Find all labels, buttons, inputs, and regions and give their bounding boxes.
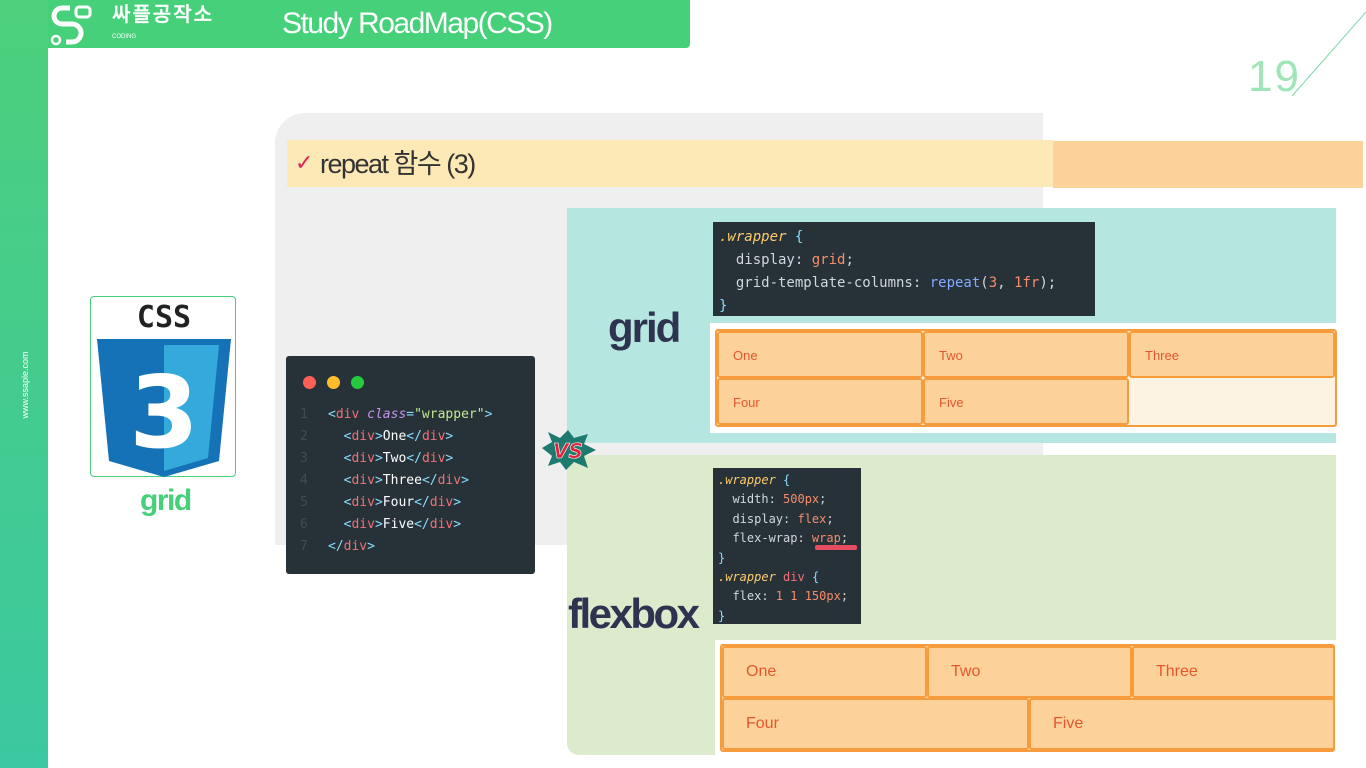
svg-text:3: 3 — [129, 354, 199, 471]
code-line: 6 <div>Five</div> — [300, 517, 462, 532]
highlight-underline — [815, 545, 857, 550]
code-line: 7 </div> — [300, 539, 375, 554]
code-line: 5 <div>Four</div> — [300, 495, 462, 510]
flexbox-demo: One Two Three Four Five — [715, 640, 1336, 755]
code-line: 4 <div>Three</div> — [300, 473, 469, 488]
code-line: 2 <div>One</div> — [300, 429, 454, 444]
grid-item: Four — [717, 378, 923, 425]
grid-item: Three — [1129, 331, 1335, 378]
svg-text:VS: VS — [553, 439, 583, 463]
grid-label: grid — [608, 304, 681, 351]
grid-item: One — [717, 331, 923, 378]
section-title-bar-accent — [1053, 141, 1363, 188]
code-line: 1 <div class="wrapper"> — [300, 407, 493, 422]
grid-css-code: .wrapper { display: grid; grid-template-… — [713, 222, 1095, 316]
grid-demo: One Two Three Four Five — [710, 323, 1338, 433]
css3-shield-icon: CSS 3 — [97, 300, 231, 477]
flex-item: Four — [722, 698, 1029, 750]
html-code-block: 1 <div class="wrapper"> 2 <div>One</div> 3 … — [286, 356, 535, 574]
vs-badge-icon: VS — [542, 430, 596, 470]
maximize-dot-icon — [351, 376, 364, 389]
header-bar — [48, 0, 690, 48]
section-title-bar — [287, 140, 1053, 187]
left-stripe — [0, 0, 48, 768]
brand-logo-icon — [50, 5, 92, 46]
css-topic-label: grid — [140, 484, 192, 517]
close-dot-icon — [303, 376, 316, 389]
brand-sub: CODING — [112, 34, 136, 40]
flex-item: Three — [1132, 646, 1335, 698]
flexbox-label: flexbox — [568, 590, 700, 637]
page-title: Study RoadMap(CSS) — [282, 7, 553, 40]
brand-name: 싸플공작소 — [112, 4, 214, 26]
css3-logo: CSS 3 — [90, 296, 236, 477]
check-icon: ✓ — [295, 150, 314, 175]
flex-item: One — [722, 646, 927, 698]
flex-item: Five — [1029, 698, 1335, 750]
decorative-line — [1291, 11, 1366, 97]
site-url: www.ssaple.com — [20, 351, 30, 419]
page-number: 19 — [1248, 52, 1301, 101]
code-line: 3 <div>Two</div> — [300, 451, 454, 466]
flex-item: Two — [927, 646, 1132, 698]
grid-item: Two — [923, 331, 1129, 378]
minimize-dot-icon — [327, 376, 340, 389]
section-title: repeat 함수 (3) — [320, 149, 476, 179]
svg-text:CSS: CSS — [137, 300, 191, 335]
grid-item: Five — [923, 378, 1129, 425]
